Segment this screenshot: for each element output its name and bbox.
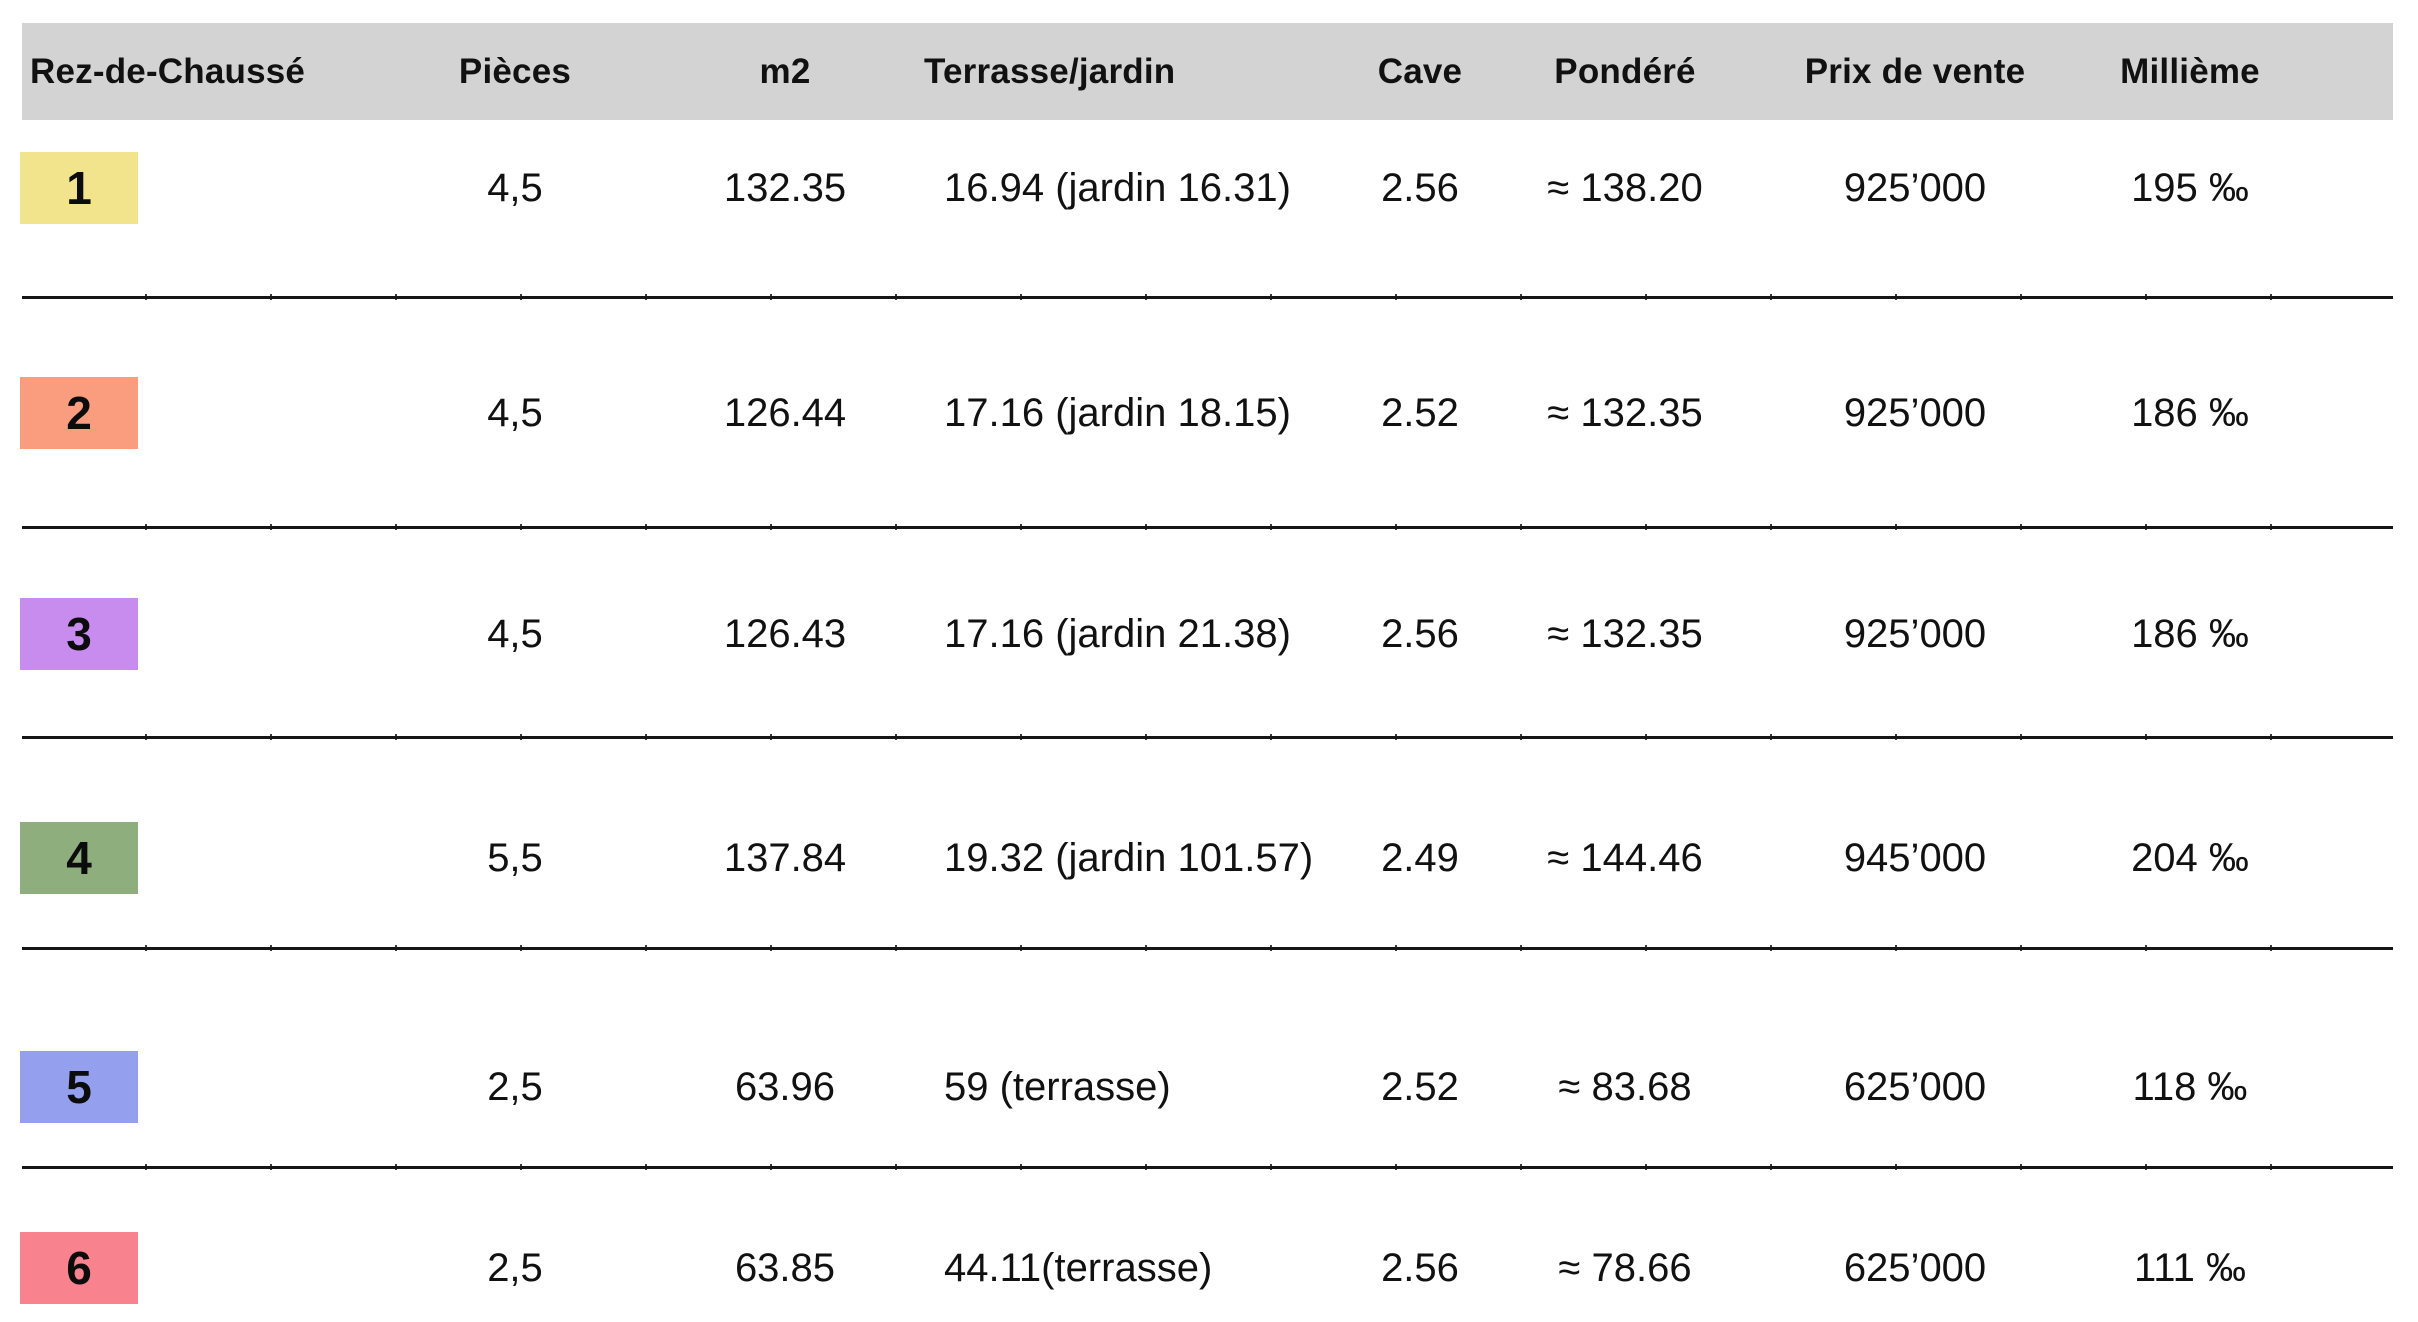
- row-divider: [22, 734, 2393, 740]
- row-divider: [22, 1164, 2393, 1170]
- cell-pondere: ≈ 78.66: [1558, 1245, 1692, 1290]
- cell-prix: 625’000: [1843, 1064, 1987, 1109]
- column-header-prix-de-vente: Prix de vente: [1804, 51, 2026, 91]
- cell-pieces: 4,5: [487, 165, 543, 210]
- cell-pondere: ≈ 83.68: [1558, 1064, 1692, 1109]
- cell-pieces: 2,5: [487, 1064, 543, 1109]
- table-row: 3 4,5 126.43 17.16 (jardin 21.38) 2.56 ≈…: [0, 598, 2418, 670]
- cell-terrasse: 17.16 (jardin 18.15): [944, 390, 1291, 435]
- cell-pondere: ≈ 138.20: [1547, 165, 1703, 210]
- column-header-pondere: Pondéré: [1554, 51, 1696, 91]
- cell-m2: 126.44: [723, 390, 847, 435]
- cell-terrasse: 59 (terrasse): [944, 1064, 1171, 1109]
- column-header-cave: Cave: [1377, 51, 1463, 91]
- cell-m2: 63.85: [734, 1245, 836, 1290]
- column-header-pieces: Pièces: [458, 51, 572, 91]
- cell-pieces: 5,5: [487, 835, 543, 880]
- table-row: 2 4,5 126.44 17.16 (jardin 18.15) 2.52 ≈…: [0, 377, 2418, 449]
- cell-pieces: 4,5: [487, 390, 543, 435]
- cell-terrasse: 17.16 (jardin 21.38): [944, 611, 1291, 656]
- cell-millieme: 186 ‰: [2131, 611, 2249, 656]
- cell-pondere: ≈ 132.35: [1547, 390, 1703, 435]
- cell-terrasse: 19.32 (jardin 101.57): [944, 835, 1314, 880]
- row-divider: [22, 945, 2393, 951]
- lot-number-badge: 2: [20, 377, 138, 449]
- cell-millieme: 195 ‰: [2131, 165, 2249, 210]
- table-header-grid: Rez-de-Chaussé Pièces m2 Terrasse/jardin…: [22, 23, 2393, 120]
- cell-prix: 625’000: [1843, 1245, 1987, 1290]
- table-header-row: Rez-de-Chaussé Pièces m2 Terrasse/jardin…: [22, 23, 2393, 120]
- column-header-rez-de-chausse: Rez-de-Chaussé: [30, 51, 306, 91]
- cell-prix: 925’000: [1843, 165, 1987, 210]
- cell-cave: 2.49: [1381, 835, 1459, 880]
- cell-cave: 2.52: [1381, 390, 1459, 435]
- lot-number-badge: 6: [20, 1232, 138, 1304]
- table-row: 4 5,5 137.84 19.32 (jardin 101.57) 2.49 …: [0, 822, 2418, 894]
- cell-pondere: ≈ 144.46: [1547, 835, 1703, 880]
- cell-millieme: 118 ‰: [2132, 1064, 2248, 1109]
- cell-prix: 925’000: [1843, 390, 1987, 435]
- row-divider: [22, 294, 2393, 300]
- lot-number-badge: 5: [20, 1051, 138, 1123]
- table-row: 5 2,5 63.96 59 (terrasse) 2.52 ≈ 83.68 6…: [0, 1051, 2418, 1123]
- column-header-m2: m2: [759, 51, 811, 91]
- table-row: 6 2,5 63.85 44.11(terrasse) 2.56 ≈ 78.66…: [0, 1232, 2418, 1304]
- cell-pieces: 2,5: [487, 1245, 543, 1290]
- cell-pondere: ≈ 132.35: [1547, 611, 1703, 656]
- cell-pieces: 4,5: [487, 611, 543, 656]
- cell-m2: 63.96: [734, 1064, 836, 1109]
- table-row: 1 4,5 132.35 16.94 (jardin 16.31) 2.56 ≈…: [0, 152, 2418, 224]
- cell-millieme: 111 ‰: [2134, 1245, 2246, 1290]
- cell-m2: 137.84: [723, 835, 847, 880]
- cell-terrasse: 16.94 (jardin 16.31): [944, 165, 1291, 210]
- cell-cave: 2.52: [1381, 1064, 1459, 1109]
- cell-cave: 2.56: [1381, 611, 1459, 656]
- column-header-terrasse: Terrasse/jardin: [924, 51, 1176, 91]
- lot-number-badge: 3: [20, 598, 138, 670]
- column-header-millieme: Millième: [2120, 51, 2260, 91]
- lot-number-badge: 4: [20, 822, 138, 894]
- cell-millieme: 204 ‰: [2131, 835, 2249, 880]
- cell-prix: 925’000: [1843, 611, 1987, 656]
- cell-millieme: 186 ‰: [2131, 390, 2249, 435]
- cell-cave: 2.56: [1381, 1245, 1459, 1290]
- lot-number-badge: 1: [20, 152, 138, 224]
- cell-prix: 945’000: [1843, 835, 1987, 880]
- cell-m2: 132.35: [723, 165, 847, 210]
- row-divider: [22, 524, 2393, 530]
- cell-terrasse: 44.11(terrasse): [944, 1245, 1213, 1290]
- cell-cave: 2.56: [1381, 165, 1459, 210]
- cell-m2: 126.43: [723, 611, 847, 656]
